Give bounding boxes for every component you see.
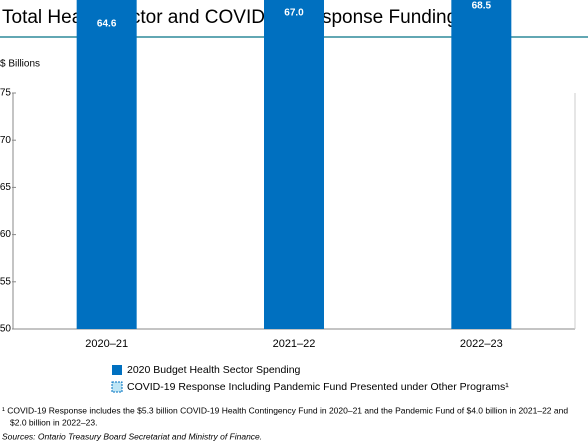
y-tick-label: 70 (0, 135, 11, 146)
legend-label: 2020 Budget Health Sector Spending (127, 364, 301, 376)
legend-swatch (111, 381, 123, 393)
x-tick-label: 2021–22 (273, 338, 316, 350)
y-tick-label: 60 (0, 229, 11, 240)
y-tick-label: 55 (0, 276, 11, 287)
y-tick-label: 65 (0, 182, 11, 193)
value-label: 67.0 (284, 7, 304, 18)
sources: Sources: Ontario Treasury Board Secretar… (2, 431, 262, 441)
bar-segment (451, 0, 512, 329)
y-axis-label: $ Billions (0, 59, 40, 70)
bar-segment (264, 0, 324, 329)
x-tick-label: 2022–23 (460, 338, 503, 350)
value-label: 68.5 (472, 0, 492, 11)
y-tick-label: 75 (0, 88, 11, 99)
chart-title: Total Health Sector and COVID-19 Respons… (2, 7, 457, 28)
x-tick-label: 2020–21 (85, 338, 128, 350)
legend-swatch (112, 365, 122, 375)
footnote: $2.0 billion in 2022–23. (10, 417, 97, 427)
legend-label: COVID-19 Response Including Pandemic Fun… (127, 381, 509, 393)
bar-segment (76, 0, 137, 329)
y-tick-label: 50 (0, 324, 11, 335)
value-label: 64.6 (97, 19, 117, 30)
footnote: ¹ COVID-19 Response includes the $5.3 bi… (2, 405, 568, 415)
